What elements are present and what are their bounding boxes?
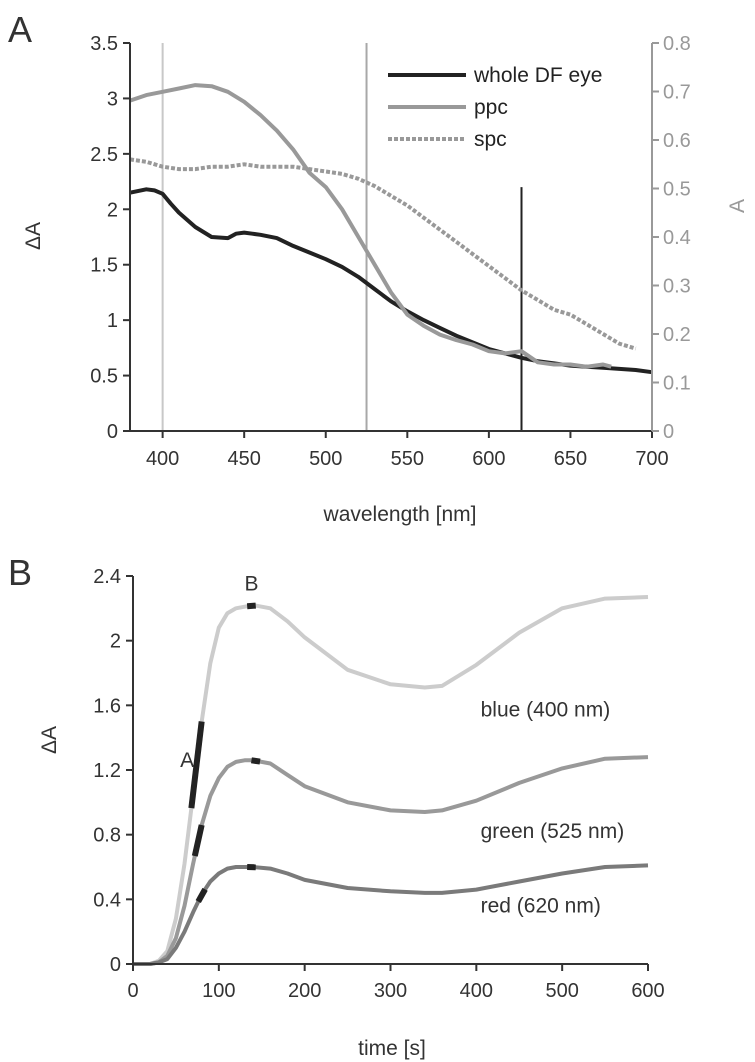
- panel-a-y2-tick-label: 0.8: [663, 33, 691, 55]
- panel-b-x-tick-label: 600: [631, 980, 664, 1002]
- panel-b-peak-marker-green-525-nm: [251, 757, 261, 765]
- panel-a-legend: whole DF eye ppc spc: [388, 64, 602, 151]
- panel-b-annotation-a: A: [180, 749, 194, 772]
- panel-a-y-axis-label: ΔA: [22, 222, 45, 250]
- panel-a-x-tick-label: 650: [554, 448, 587, 470]
- panel-a-x-tick-label: 400: [146, 448, 179, 470]
- panel-b-axes: 0 0.4 0.8 1.2 1.6 2 2.4 0 100 200 300 400 500 600: [93, 566, 665, 1002]
- panel-a-x-tick-label: 450: [228, 448, 261, 470]
- panel-b-x-tick-label: 300: [374, 980, 407, 1002]
- panel-b-series-label-green-525-nm: green (525 nm): [481, 820, 625, 843]
- panel-a-y-tick-label: 0.5: [90, 366, 118, 388]
- panel-a-y2-tick-label: 0.1: [663, 373, 691, 395]
- panel-a-y2-tick-label: 0: [663, 421, 674, 443]
- panel-b-x-tick-label: 200: [288, 980, 321, 1002]
- panel-b-series-labels: blue (400 nm) green (525 nm) red (620 nm): [481, 699, 625, 918]
- panel-b-series-label-red-620-nm: red (620 nm): [481, 894, 601, 917]
- panel-b-y-tick-label: 0.8: [93, 825, 121, 847]
- panel-b-series-green-525-nm: [133, 755, 649, 966]
- panel-a-y2-tick-label: 0.6: [663, 130, 691, 152]
- panel-a-series-spc: [129, 157, 637, 351]
- panel-b-x-tick-label: 400: [460, 980, 493, 1002]
- panel-a-series-ppc: [129, 83, 612, 369]
- panel-b-series-label-blue-400-nm: blue (400 nm): [481, 699, 611, 722]
- panel-a-axes: 0 0.5 1 1.5 2 2.5 3 3.5 400 450 500 550 600 650 700 0 0.…: [90, 33, 691, 470]
- panel-b-annotation-b: B: [244, 573, 258, 596]
- panel-b-y-tick-label: 0.4: [93, 889, 121, 911]
- panel-a-x-tick-label: 500: [309, 448, 342, 470]
- panel-a-y2-tick-label: 0.7: [663, 82, 691, 104]
- panel-a-y2-tick-label: 0.2: [663, 324, 691, 346]
- panel-b-peak-marker-blue-400-nm: [246, 602, 256, 610]
- panel-b-y-axis-label: ΔA: [38, 726, 61, 754]
- panel-a-y-tick-label: 1: [107, 310, 118, 332]
- panel-a-y2-tick-label: 0.5: [663, 179, 691, 201]
- panel-b-y-tick-label: 2.4: [93, 566, 121, 588]
- panel-a-y-tick-label: 2.5: [90, 144, 118, 166]
- panel-a-x-tick-label: 600: [472, 448, 505, 470]
- panel-b-chart: B 0 0.4 0.8 1.2 1.6 2 2.4 0 100 200 300 400 500 600 b…: [8, 552, 665, 1060]
- panel-b-slope-marker-green-525-nm: [191, 824, 205, 857]
- panel-b-x-axis-label: time [s]: [358, 1037, 426, 1060]
- panel-b-y-tick-label: 0: [110, 954, 121, 976]
- panel-b-markers: [188, 602, 261, 904]
- panel-a-x-axis-label: wavelength [nm]: [323, 503, 477, 526]
- panel-a-y-tick-label: 3.5: [90, 33, 118, 55]
- panel-a-y-tick-label: 1.5: [90, 255, 118, 277]
- panel-a-series-group: [129, 43, 653, 431]
- panel-b-slope-marker-red-620-nm: [195, 887, 208, 904]
- panel-a-legend-label-ppc: ppc: [474, 96, 508, 119]
- panel-a-legend-label-whole-df-eye: whole DF eye: [473, 64, 602, 87]
- panel-a-series-whole-df-eye: [129, 187, 653, 375]
- panel-a-y2-tick-label: 0.4: [663, 227, 691, 249]
- panel-a-y2-axis-label: A: [726, 199, 749, 213]
- panel-b-x-tick-label: 100: [202, 980, 235, 1002]
- panel-a-letter: A: [8, 9, 32, 50]
- panel-a-y-tick-label: 2: [107, 199, 118, 221]
- panel-b-slope-marker-blue-400-nm: [188, 721, 205, 809]
- panel-b-x-tick-label: 500: [545, 980, 578, 1002]
- panel-a-y-tick-label: 3: [107, 88, 118, 110]
- panel-b-y-tick-label: 1.6: [93, 695, 121, 717]
- panel-a-x-tick-label: 700: [635, 448, 668, 470]
- panel-b-y-tick-label: 2: [110, 631, 121, 653]
- panel-a-y2-tick-label: 0.3: [663, 276, 691, 298]
- panel-a-legend-label-spc: spc: [474, 128, 507, 151]
- panel-a-y-tick-label: 0: [107, 421, 118, 443]
- panel-b-letter: B: [8, 552, 32, 593]
- panel-b-x-tick-label: 0: [127, 980, 138, 1002]
- panel-b-y-tick-label: 1.2: [93, 760, 121, 782]
- panel-b-annotations: AB: [180, 573, 258, 772]
- panel-a-x-tick-label: 550: [391, 448, 424, 470]
